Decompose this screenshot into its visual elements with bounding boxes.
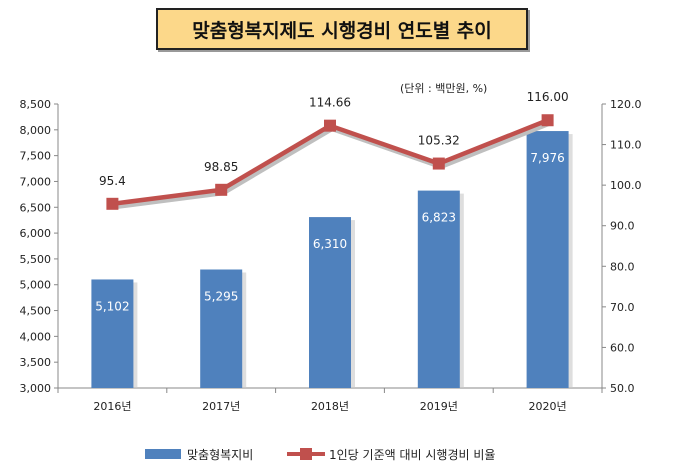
y-left-tick-label: 8,500 (20, 98, 52, 111)
line-value-label: 95.4 (99, 174, 126, 188)
y-left-tick-label: 3,000 (20, 382, 52, 395)
y-right-tick-label: 120.0 (610, 98, 642, 111)
line-series (106, 114, 554, 210)
line-point (215, 183, 228, 196)
y-left-tick-label: 3,500 (20, 356, 52, 369)
bar-series (91, 131, 573, 389)
line-point (541, 114, 554, 127)
x-tick-label: 2016년 (93, 400, 131, 413)
y-right-tick-label: 60.0 (610, 341, 635, 354)
y-left-tick-label: 5,000 (20, 279, 52, 292)
line-value-label: 114.66 (309, 96, 351, 110)
x-tick-label: 2020년 (529, 400, 567, 413)
bar-value-label: 7,976 (530, 151, 564, 165)
legend-swatch-marker (300, 448, 312, 460)
y-left-tick-label: 8,000 (20, 124, 52, 137)
x-tick-label: 2017년 (202, 400, 240, 413)
y-right-tick-label: 70.0 (610, 301, 635, 314)
line-point (324, 119, 336, 132)
legend-label-line: 1인당 기준액 대비 시행경비 비율 (329, 447, 495, 462)
y-right-tick-label: 110.0 (610, 139, 642, 152)
bar-value-label: 6,310 (313, 237, 347, 251)
legend-swatch-bar (145, 449, 181, 459)
unit-note: (단위 : 백만원, %) (400, 82, 488, 95)
y-right-tick-label: 90.0 (610, 220, 635, 233)
bar-value-label: 5,295 (204, 289, 238, 303)
x-tick-label: 2019년 (420, 400, 458, 413)
line-point (432, 157, 445, 170)
bar-value-label: 6,823 (422, 211, 456, 225)
y-left-tick-label: 7,000 (20, 175, 52, 188)
bar (417, 190, 460, 388)
y-left-tick-label: 6,500 (20, 201, 52, 214)
line-point (106, 197, 119, 210)
series-line (112, 118, 549, 207)
x-tick-label: 2018년 (311, 400, 349, 413)
bar (526, 131, 569, 389)
bar-value-label: 5,102 (95, 299, 129, 313)
bar (309, 217, 351, 388)
y-right-tick-label: 50.0 (610, 382, 635, 395)
bar (200, 269, 243, 388)
y-left-tick-label: 5,500 (20, 253, 52, 266)
y-left-tick-label: 7,500 (20, 150, 52, 163)
y-left-tick-label: 6,000 (20, 227, 52, 240)
y-left-tick-label: 4,500 (20, 305, 52, 318)
y-left-tick-label: 4,000 (20, 330, 52, 343)
line-value-label: 105.32 (418, 134, 460, 148)
line-value-label: 116.00 (527, 90, 569, 104)
y-right-tick-label: 80.0 (610, 260, 635, 273)
legend: 맞춤형복지비 1인당 기준액 대비 시행경비 비율 (145, 447, 495, 462)
chart-title: 맞춤형복지제도 시행경비 연도별 추이 (156, 8, 528, 50)
bar (91, 279, 134, 388)
y-right-tick-label: 100.0 (610, 179, 642, 192)
line-value-label: 98.85 (204, 160, 238, 174)
data-labels: 5,102 5,295 6,310 6,823 7,976 95.4 98.85 114.66… (95, 90, 568, 313)
legend-label-bar: 맞춤형복지비 (187, 448, 253, 462)
